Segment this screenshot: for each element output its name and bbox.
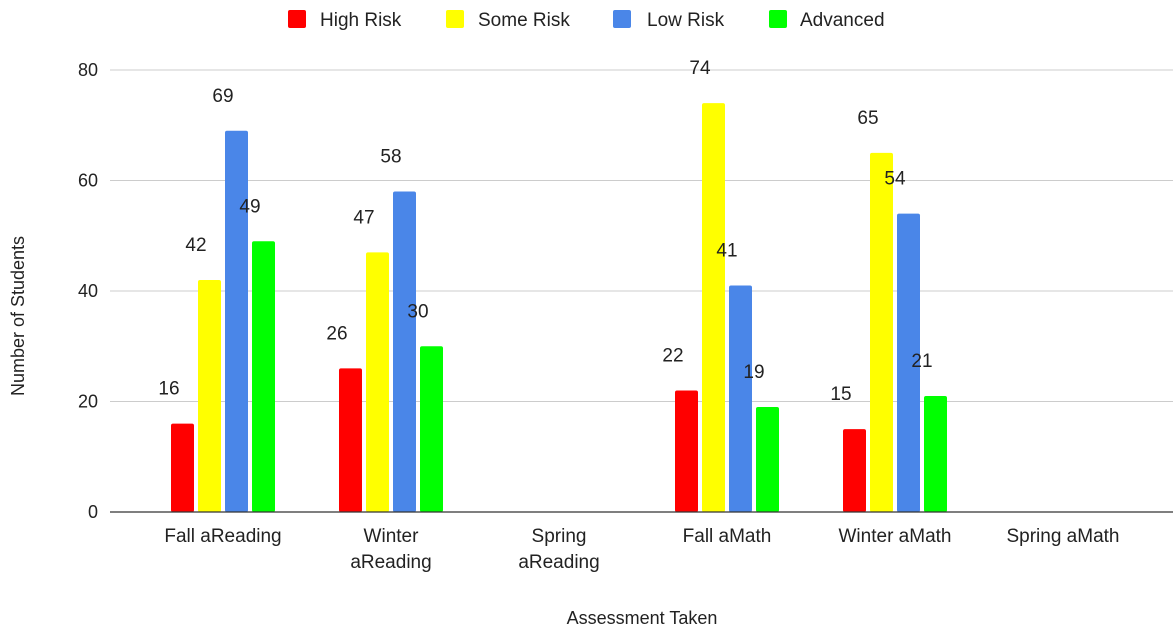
bar (198, 279, 221, 512)
bar (897, 213, 920, 512)
y-axis-ticks: 0 20 40 60 80 (78, 60, 98, 522)
legend-label: Advanced (800, 10, 885, 31)
legend-swatch (613, 10, 631, 28)
data-labels: 16 26 22 15 42 47 74 65 69 58 41 54 49 30 19 21 (158, 58, 932, 405)
data-label: 41 (716, 240, 737, 261)
bar (366, 252, 389, 512)
bar (756, 407, 779, 512)
bar (393, 191, 416, 513)
bar (870, 152, 893, 512)
data-label: 65 (857, 108, 878, 129)
legend-swatch (446, 10, 464, 28)
data-label: 58 (380, 147, 401, 168)
data-label: 15 (830, 384, 851, 405)
y-tick-label: 40 (78, 281, 98, 301)
x-axis-categories: Fall aReading Winter aReading Spring aReadin… (164, 526, 1119, 573)
bar (225, 130, 248, 512)
data-label: 26 (326, 323, 347, 344)
data-label: 19 (743, 362, 764, 383)
y-tick-label: 80 (78, 60, 98, 80)
bar (729, 285, 752, 512)
bar (252, 241, 275, 512)
x-category-label: aReading (518, 552, 599, 573)
data-label: 16 (158, 379, 179, 400)
legend-label: Some Risk (478, 10, 570, 31)
data-label: 49 (239, 196, 260, 217)
x-category-label: Winter (364, 526, 420, 547)
y-axis-title: Number of Students (8, 236, 28, 396)
bar (339, 368, 362, 512)
data-label: 69 (212, 86, 233, 107)
data-label: 47 (353, 207, 374, 228)
legend-swatch (288, 10, 306, 28)
gridlines (110, 69, 1173, 402)
legend-label: High Risk (320, 10, 402, 31)
data-label: 54 (884, 169, 906, 190)
bar (924, 395, 947, 512)
bars (171, 103, 947, 513)
bar (675, 390, 698, 512)
data-label: 21 (911, 351, 932, 372)
y-tick-label: 0 (88, 502, 98, 522)
data-label: 42 (185, 235, 206, 256)
x-axis-title: Assessment Taken (567, 608, 718, 628)
data-label: 74 (689, 58, 711, 79)
y-tick-label: 20 (78, 392, 98, 412)
x-category-label: Fall aMath (683, 526, 772, 547)
data-label: 22 (662, 345, 683, 366)
data-label: 30 (407, 301, 428, 322)
legend: High Risk Some Risk Low Risk Advanced (288, 10, 885, 31)
bar (420, 346, 443, 512)
x-category-label: Fall aReading (164, 526, 281, 547)
x-category-label: Spring (532, 526, 587, 547)
bar (843, 429, 866, 512)
y-tick-label: 60 (78, 171, 98, 191)
x-category-label: Spring aMath (1006, 526, 1119, 547)
bar (171, 423, 194, 512)
x-category-label: Winter aMath (839, 526, 952, 547)
legend-swatch (769, 10, 787, 28)
legend-label: Low Risk (647, 10, 725, 31)
x-category-label: aReading (350, 552, 431, 573)
bar (702, 103, 725, 513)
